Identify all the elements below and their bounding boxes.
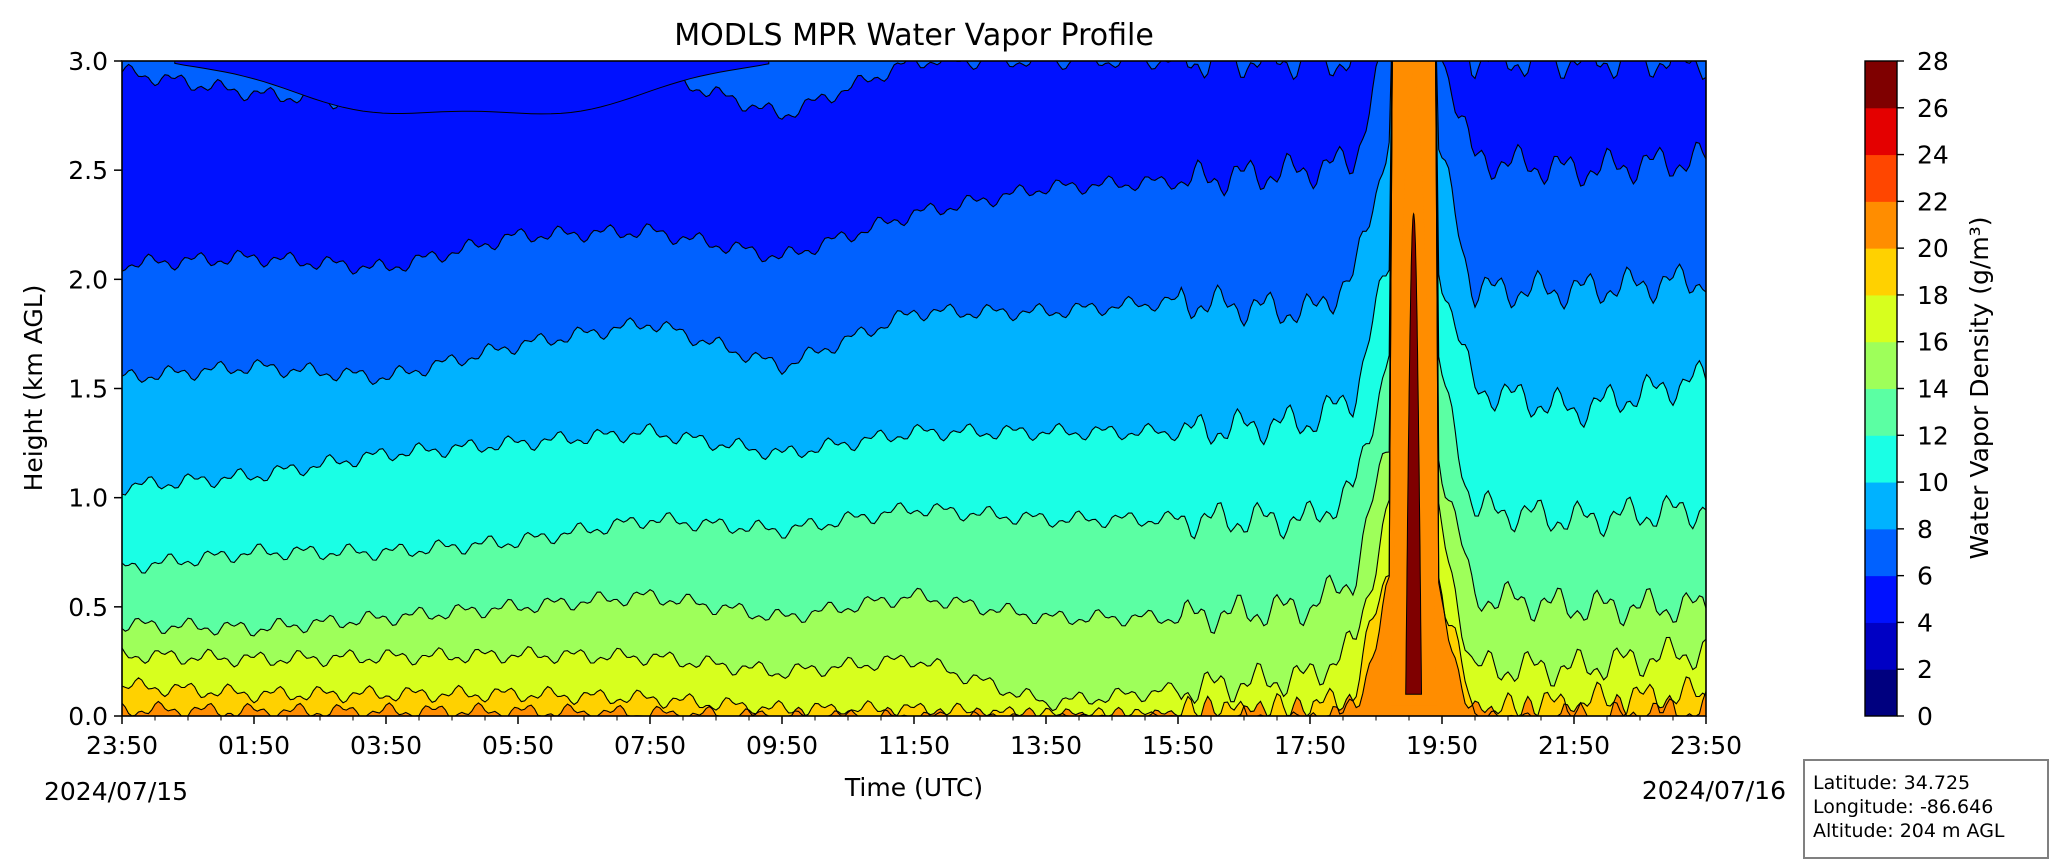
band-above-14 [122, 61, 1706, 716]
y-tick-label: 0.0 [68, 702, 108, 731]
colorbar-tick-label: 14 [1917, 375, 1949, 404]
colorbar-segment [1865, 669, 1897, 717]
y-axis: 0.0 0.5 1.0 1.5 2.0 2.5 3.0 [68, 47, 122, 731]
plume-core [1405, 212, 1423, 695]
y-tick-label: 2.0 [68, 265, 108, 294]
x-tick-label: 19:50 [1406, 731, 1478, 760]
x-tick-label: 07:50 [614, 731, 686, 760]
colorbar-tick-label: 4 [1917, 608, 1933, 637]
x-axis: 23:50 01:50 03:50 05:50 07:50 09:50 11:50 13:50… [86, 716, 1742, 760]
isoline-14 [122, 61, 1706, 637]
isoline-6 [122, 61, 1706, 275]
colorbar-segment [1865, 61, 1897, 109]
colorbar-tick-label: 16 [1917, 328, 1949, 357]
x-tick-label: 21:50 [1538, 731, 1610, 760]
x-tick-label: 03:50 [350, 731, 422, 760]
end-date-label: 2024/07/16 [1642, 776, 1786, 805]
y-tick-label: 2.5 [68, 156, 108, 185]
x-tick-label: 11:50 [878, 731, 950, 760]
colorbar-segment [1865, 107, 1897, 156]
y-tick-label: 0.5 [68, 593, 108, 622]
isoline-10 [122, 61, 1706, 496]
x-tick-label: 05:50 [482, 731, 554, 760]
colorbar-segment [1865, 154, 1897, 202]
colorbar-tick-label: 26 [1917, 94, 1949, 123]
isoline-18 [122, 61, 1706, 716]
colorbar-segment [1865, 388, 1897, 436]
colorbar-segment [1865, 341, 1897, 389]
colorbar-tick-label: 22 [1917, 187, 1949, 216]
x-tick-label: 09:50 [746, 731, 818, 760]
colorbar-label: Water Vapor Density (g/m³) [1965, 217, 1994, 560]
x-tick-label: 17:50 [1274, 731, 1346, 760]
colorbar-segment [1865, 201, 1897, 249]
band-above-12 [122, 61, 1706, 716]
isoline-8 [122, 61, 1706, 386]
colorbar-segment [1865, 482, 1897, 530]
colorbar-segment [1865, 294, 1897, 343]
isoline-20 [122, 61, 1706, 716]
colorbar-tick-label: 6 [1917, 562, 1933, 591]
colorbar-tick-label: 10 [1917, 468, 1949, 497]
colorbar-segment [1865, 435, 1897, 483]
colorbar-tick-label: 12 [1917, 421, 1949, 450]
colorbar-tick-label: 8 [1917, 515, 1933, 544]
contour-plot-area [122, 61, 1706, 716]
colorbar-tick-label: 28 [1917, 47, 1949, 76]
colorbar-segment [1865, 575, 1897, 623]
y-tick-label: 3.0 [68, 47, 108, 76]
start-date-label: 2024/07/15 [44, 777, 188, 806]
y-tick-label: 1.0 [68, 484, 108, 513]
station-info-box: Latitude: 34.725 Longitude: -86.646 Alti… [1803, 759, 2049, 859]
band-2-4-blob [174, 61, 770, 115]
colorbar-tick-label: 20 [1917, 234, 1949, 263]
altitude-text: Altitude: 204 m AGL [1813, 820, 2005, 842]
isoline-12 [122, 61, 1706, 574]
chart-title: MODLS MPR Water Vapor Profile [674, 18, 1154, 53]
x-tick-label: 01:50 [218, 731, 290, 760]
x-axis-label: Time (UTC) [844, 773, 983, 802]
x-tick-label: 23:50 [1670, 731, 1742, 760]
colorbar-tick-label: 18 [1917, 281, 1949, 310]
latitude-text: Latitude: 34.725 [1813, 772, 1971, 794]
longitude-text: Longitude: -86.646 [1813, 796, 1994, 818]
colorbar-segment [1865, 528, 1897, 577]
colorbar-tick-label: 0 [1917, 702, 1933, 731]
colorbar-segment [1865, 248, 1897, 296]
y-axis-label: Height (km AGL) [19, 285, 48, 492]
x-tick-label: 23:50 [86, 731, 158, 760]
colorbar-segment [1865, 622, 1897, 670]
isoline-16 [122, 61, 1706, 712]
x-tick-label: 15:50 [1142, 731, 1214, 760]
x-tick-label: 13:50 [1010, 731, 1082, 760]
colorbar-tick-label: 2 [1917, 655, 1933, 684]
y-tick-label: 1.5 [68, 375, 108, 404]
colorbar-tick-label: 24 [1917, 141, 1949, 170]
